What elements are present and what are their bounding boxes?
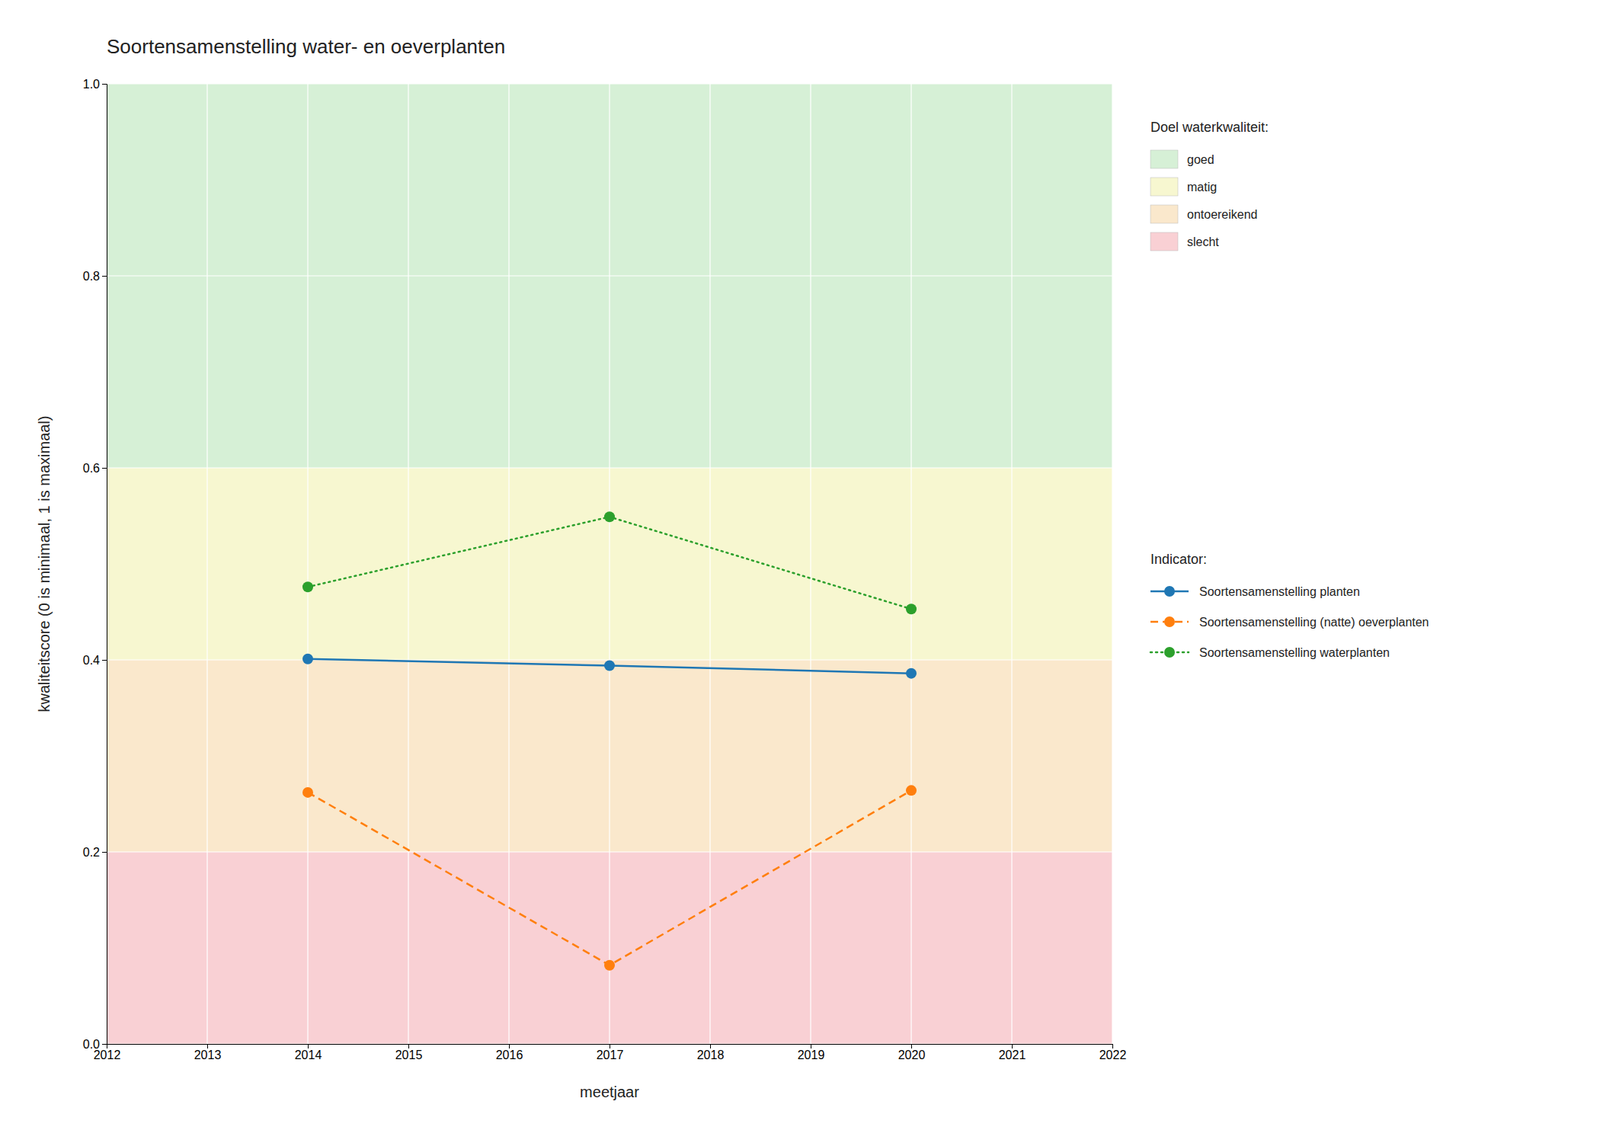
tick-mark <box>307 1043 309 1049</box>
tick-label: 2021 <box>998 1048 1027 1062</box>
tick: 0.2 <box>83 845 107 859</box>
legend-title: Doel waterkwaliteit: <box>1150 119 1269 135</box>
series-point <box>905 603 917 615</box>
tick-mark <box>408 1043 410 1049</box>
legend-label: Soortensamenstelling waterplanten <box>1199 646 1390 660</box>
legend-marker <box>1164 646 1175 658</box>
legend-label: Soortensamenstelling (natte) oeverplante… <box>1199 615 1430 629</box>
tick-label: 2012 <box>93 1048 122 1062</box>
tick-label: 2017 <box>596 1048 624 1062</box>
x-axis-label: meetjaar <box>579 1083 640 1101</box>
legend-swatch <box>1150 177 1178 196</box>
series-line <box>307 659 912 674</box>
legend: Doel waterkwaliteit: goed matig ontoereiken… <box>1150 119 1269 251</box>
series-point <box>302 653 314 665</box>
grid-line <box>307 83 308 1044</box>
tick-label: 2019 <box>797 1048 826 1062</box>
tick-mark <box>207 1043 208 1049</box>
x-axis: 2012 2013 2014 2015 2016 2017 2018 2019 2020 2021… <box>93 1043 1127 1062</box>
legend-label: slecht <box>1187 235 1220 249</box>
tick-label: 0.4 <box>83 653 100 667</box>
legend-swatch <box>1150 150 1178 169</box>
tick-mark <box>911 1043 912 1049</box>
legend-swatch <box>1150 204 1178 224</box>
tick-label: 0.0 <box>83 1037 100 1051</box>
tick-mark <box>1112 1043 1114 1049</box>
grid-line <box>709 83 711 1044</box>
legend: Indicator: Soortensamenstelling planten So… <box>1150 551 1430 660</box>
series-line <box>307 790 912 965</box>
tick-label: 2018 <box>697 1048 725 1062</box>
chart: 2012 2013 2014 2015 2016 2017 2018 2019 2020 2021… <box>0 0 1600 1143</box>
plot-area <box>106 83 1113 1044</box>
tick-label: 1.0 <box>83 77 100 91</box>
tick: 2014 <box>294 1043 323 1062</box>
chart-title: Soortensamenstelling water- en oeverplan… <box>106 35 506 58</box>
tick-label: 2020 <box>898 1048 926 1062</box>
tick: 2019 <box>797 1043 826 1062</box>
legend-marker <box>1164 585 1175 597</box>
series-point <box>302 581 314 592</box>
legend-label: matig <box>1187 180 1217 194</box>
tick-label: 0.2 <box>83 845 100 859</box>
series-point <box>604 511 615 522</box>
tick-label: 2013 <box>194 1048 222 1062</box>
legend-label: ontoereikend <box>1187 208 1258 221</box>
tick: 2016 <box>496 1043 524 1062</box>
tick-mark <box>810 1043 812 1049</box>
tick-mark <box>102 851 107 853</box>
tick: 0.4 <box>83 653 107 667</box>
tick: 2022 <box>1099 1043 1127 1062</box>
grid-line <box>206 83 208 1044</box>
tick: 1.0 <box>83 77 107 91</box>
tick-mark <box>102 275 107 277</box>
tick-mark <box>102 1043 107 1045</box>
tick-mark <box>102 659 107 661</box>
series-point <box>604 960 615 971</box>
tick-mark <box>102 467 107 469</box>
tick-mark <box>508 1043 510 1049</box>
tick-label: 0.6 <box>83 461 100 475</box>
tick-label: 2014 <box>294 1048 323 1062</box>
series-line <box>307 516 912 609</box>
tick-label: 2016 <box>496 1048 524 1062</box>
tick-label: 2015 <box>395 1048 423 1062</box>
axis-line <box>102 84 108 1045</box>
y-axis: 0.0 0.2 0.4 0.6 0.8 1.0 <box>83 77 108 1051</box>
series-point <box>302 787 314 798</box>
tick-mark <box>1011 1043 1013 1049</box>
grid-line <box>508 83 509 1044</box>
grid-line <box>1011 83 1012 1044</box>
tick: 2015 <box>395 1043 423 1062</box>
series-point <box>905 668 917 679</box>
grid-line <box>608 83 610 1044</box>
grid <box>106 83 1113 1044</box>
grid-line <box>1111 83 1113 1044</box>
tick-label: 0.8 <box>83 269 100 283</box>
plot: 2012 2013 2014 2015 2016 2017 2018 2019 2020 2021… <box>83 77 1127 1063</box>
tick: 0.6 <box>83 461 107 475</box>
tick-mark <box>710 1043 711 1049</box>
legend-label: Soortensamenstelling planten <box>1199 585 1360 599</box>
tick: 2013 <box>194 1043 222 1062</box>
legend-label: goed <box>1187 153 1215 167</box>
grid-line <box>910 83 912 1044</box>
series-point <box>905 784 917 796</box>
legend-swatch <box>1150 232 1178 251</box>
tick-mark <box>609 1043 611 1049</box>
tick-mark <box>102 83 107 85</box>
tick-label: 2022 <box>1099 1048 1127 1062</box>
y-axis-label: kwaliteitscore (0 is minimaal, 1 is maxi… <box>35 416 53 713</box>
tick: 0.0 <box>83 1037 107 1051</box>
grid-line <box>809 83 811 1044</box>
legend-title: Indicator: <box>1150 551 1207 567</box>
legend-marker <box>1164 616 1175 628</box>
tick: 0.8 <box>83 269 107 283</box>
tick: 2021 <box>998 1043 1027 1062</box>
series-point <box>604 660 615 672</box>
axis-line <box>107 1044 1114 1050</box>
tick: 2017 <box>596 1043 624 1062</box>
tick: 2018 <box>697 1043 725 1062</box>
tick: 2020 <box>898 1043 926 1062</box>
